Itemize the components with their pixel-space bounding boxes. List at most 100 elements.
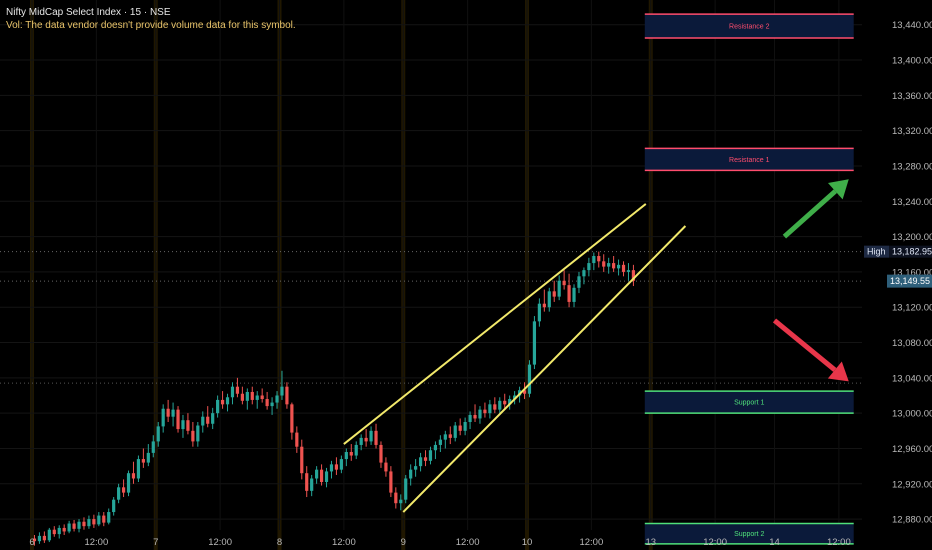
- candle[interactable]: [414, 459, 418, 477]
- candle[interactable]: [592, 252, 596, 271]
- candle[interactable]: [305, 466, 309, 498]
- candle[interactable]: [62, 524, 66, 535]
- candle[interactable]: [102, 512, 106, 527]
- candle[interactable]: [270, 397, 274, 415]
- candle[interactable]: [443, 430, 447, 449]
- y-axis[interactable]: 12,880.00 12,920.00 12,960.00 13,000.00 13,0…: [892, 20, 932, 525]
- zone-resistance[interactable]: [644, 14, 854, 38]
- candle[interactable]: [67, 520, 71, 534]
- candle[interactable]: [602, 254, 606, 272]
- candle[interactable]: [240, 386, 244, 405]
- candle[interactable]: [522, 382, 527, 400]
- candle[interactable]: [428, 446, 433, 465]
- candle[interactable]: [557, 275, 561, 301]
- candle-series[interactable]: [32, 251, 636, 546]
- candle[interactable]: [112, 497, 116, 516]
- candle[interactable]: [161, 404, 165, 433]
- candle[interactable]: [82, 517, 86, 530]
- candle[interactable]: [433, 441, 438, 460]
- candle[interactable]: [527, 360, 532, 398]
- candle[interactable]: [458, 418, 462, 436]
- candle[interactable]: [206, 406, 210, 428]
- candle[interactable]: [329, 460, 334, 479]
- candle[interactable]: [453, 421, 457, 442]
- candle[interactable]: [225, 393, 230, 412]
- candle[interactable]: [136, 455, 141, 483]
- candle[interactable]: [621, 261, 626, 277]
- candle[interactable]: [384, 457, 388, 477]
- zone-support[interactable]: [644, 391, 854, 414]
- candle[interactable]: [315, 466, 319, 484]
- candle[interactable]: [300, 439, 304, 480]
- channel-line-upper[interactable]: [343, 203, 647, 445]
- candle[interactable]: [552, 280, 556, 302]
- candle[interactable]: [394, 487, 398, 509]
- sr-zones[interactable]: Resistance 2 Resistance 1 Support 1 Support…: [644, 13, 854, 545]
- x-axis[interactable]: 6 12:00 7 12:00 8 12:00 9 12:00 10 12:00 13 12:00 14…: [29, 537, 850, 548]
- candle[interactable]: [186, 413, 190, 435]
- candle[interactable]: [211, 407, 215, 430]
- candle[interactable]: [260, 388, 264, 403]
- candle[interactable]: [532, 316, 537, 370]
- candle[interactable]: [131, 461, 136, 484]
- candle[interactable]: [547, 287, 551, 312]
- annotation-arrows[interactable]: [772, 179, 849, 382]
- candle[interactable]: [107, 508, 111, 525]
- candle[interactable]: [220, 391, 225, 409]
- candle[interactable]: [448, 426, 452, 445]
- candle[interactable]: [52, 526, 56, 537]
- candle[interactable]: [349, 444, 353, 461]
- candle[interactable]: [201, 411, 205, 433]
- candle[interactable]: [508, 395, 512, 410]
- candle[interactable]: [607, 257, 611, 274]
- arrow-down[interactable]: [772, 318, 849, 382]
- candle[interactable]: [339, 455, 343, 474]
- candle[interactable]: [483, 402, 487, 418]
- candle[interactable]: [151, 435, 155, 458]
- candle[interactable]: [334, 457, 339, 475]
- candle[interactable]: [72, 519, 76, 532]
- candle[interactable]: [141, 448, 145, 468]
- candle[interactable]: [324, 467, 329, 488]
- candle[interactable]: [171, 402, 175, 427]
- candle[interactable]: [275, 391, 279, 409]
- candle[interactable]: [498, 397, 502, 414]
- candle[interactable]: [631, 264, 636, 287]
- candle[interactable]: [285, 382, 289, 409]
- candle[interactable]: [126, 470, 131, 497]
- candle[interactable]: [250, 386, 254, 405]
- candle[interactable]: [280, 370, 284, 400]
- candle[interactable]: [156, 421, 160, 447]
- candle[interactable]: [230, 382, 235, 405]
- candle[interactable]: [616, 259, 621, 276]
- candle[interactable]: [404, 474, 408, 504]
- candle[interactable]: [572, 284, 576, 308]
- candle[interactable]: [265, 391, 269, 410]
- candle[interactable]: [369, 426, 373, 445]
- arrow-up[interactable]: [782, 179, 849, 239]
- candle[interactable]: [537, 298, 541, 327]
- candle[interactable]: [97, 512, 101, 527]
- candle[interactable]: [37, 532, 42, 544]
- candle[interactable]: [597, 251, 601, 268]
- candle[interactable]: [389, 466, 393, 498]
- candle[interactable]: [503, 393, 507, 409]
- candle[interactable]: [423, 450, 428, 467]
- candle[interactable]: [379, 441, 383, 468]
- candle[interactable]: [47, 527, 51, 543]
- candle[interactable]: [176, 406, 180, 433]
- zone-resistance[interactable]: [644, 148, 854, 171]
- candle[interactable]: [166, 399, 170, 422]
- trend-channel[interactable]: [343, 203, 687, 513]
- candle[interactable]: [196, 421, 200, 447]
- candle[interactable]: [399, 494, 403, 511]
- candle[interactable]: [42, 531, 46, 543]
- channel-line-lower[interactable]: [402, 225, 687, 513]
- candle[interactable]: [418, 452, 423, 472]
- candle[interactable]: [245, 388, 249, 410]
- candle[interactable]: [121, 479, 126, 498]
- candle[interactable]: [77, 519, 81, 533]
- candle[interactable]: [493, 397, 497, 414]
- candle[interactable]: [478, 406, 482, 424]
